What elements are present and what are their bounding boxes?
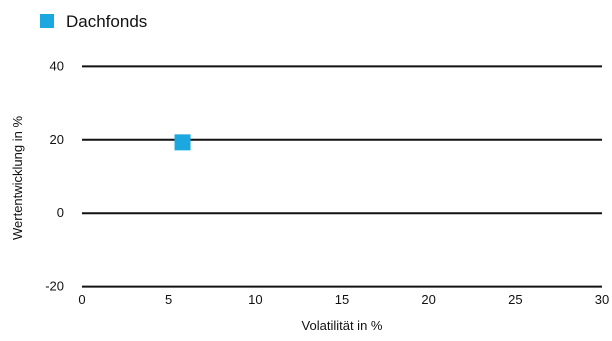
data-points: [174, 134, 191, 151]
x-axis-title: Volatilität in %: [302, 318, 383, 333]
x-tick-label: 5: [165, 292, 172, 307]
x-tick-label: 30: [595, 292, 609, 307]
y-axis-tick-labels: 40 20 0 -20: [45, 58, 64, 293]
y-axis-title: Wertentwicklung in %: [10, 116, 25, 240]
x-tick-label: 20: [421, 292, 435, 307]
legend: Dachfonds: [40, 12, 147, 31]
data-point-dachfonds: [174, 134, 191, 151]
gridlines: [82, 65, 602, 288]
x-axis-tick-labels: 0 5 10 15 20 25 30: [78, 292, 609, 307]
legend-swatch-dachfonds: [40, 14, 54, 28]
x-tick-label: 15: [335, 292, 349, 307]
x-tick-label: 25: [508, 292, 522, 307]
y-tick-label: 0: [57, 205, 64, 220]
y-tick-label: -20: [45, 279, 64, 294]
x-tick-label: 0: [78, 292, 85, 307]
legend-label-dachfonds: Dachfonds: [66, 12, 147, 31]
y-tick-label: 40: [50, 58, 64, 73]
y-tick-label: 20: [50, 132, 64, 147]
x-tick-label: 10: [248, 292, 262, 307]
